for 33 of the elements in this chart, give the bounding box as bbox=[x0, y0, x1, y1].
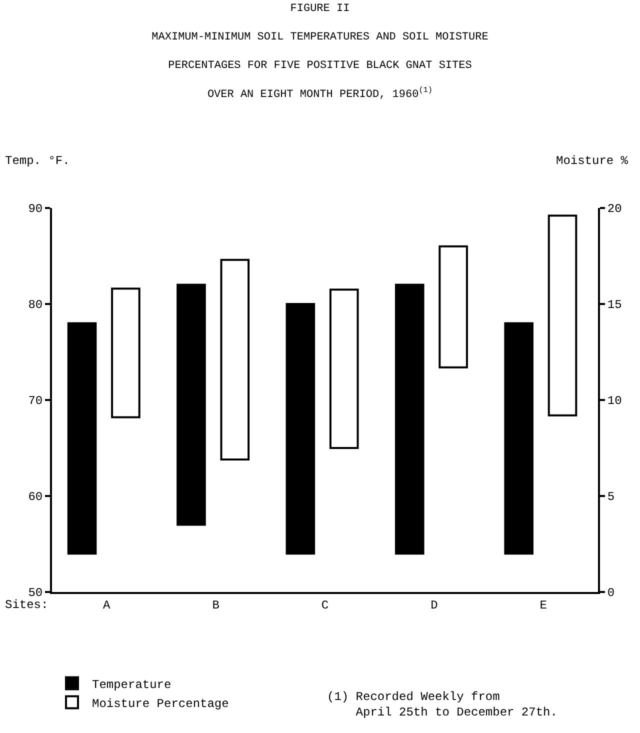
bar bbox=[548, 214, 578, 416]
y2-tick-label: 5 bbox=[607, 490, 615, 504]
legend-label: Temperature bbox=[92, 678, 172, 692]
legend-label: Moisture Percentage bbox=[92, 696, 229, 711]
bar bbox=[394, 284, 424, 555]
bar bbox=[504, 322, 534, 555]
y2-tick-label: 15 bbox=[607, 298, 622, 312]
x-tick-label: A bbox=[103, 598, 111, 612]
text: MAXIMUM-MINIMUM SOIL TEMPERATURES AND SOIL MOISTURE PERCENTAGES FOR FIVE POSITIVE BLACK GNAT SITES OVER AN EIGHT MONTH PERIOD, 1960$^{(1)}$ bbox=[152, 32, 488, 101]
bar bbox=[438, 245, 468, 368]
y-tick-label: 60 bbox=[28, 490, 43, 504]
y2-tick-label: 0 bbox=[607, 586, 615, 600]
text: (1) Recorded Weekly from April 25th to December 27th. bbox=[327, 690, 558, 720]
y-axis-title: Temp. °F. bbox=[5, 154, 70, 168]
x-tick-label: B bbox=[212, 598, 220, 612]
chart-title: FIGURE II bbox=[290, 2, 350, 15]
bar bbox=[111, 288, 140, 418]
y-tick-label: 50 bbox=[28, 586, 43, 600]
bar bbox=[286, 303, 316, 555]
x-axis-title: Sites: bbox=[5, 598, 48, 612]
bar bbox=[220, 258, 250, 461]
x-tick-label: C bbox=[321, 598, 329, 612]
bar bbox=[329, 288, 359, 449]
y2-tick-label: 20 bbox=[607, 202, 622, 216]
y-tick-label: 80 bbox=[28, 298, 43, 312]
bar bbox=[176, 284, 206, 526]
y-tick-label: 90 bbox=[28, 202, 43, 216]
y-tick-label: 70 bbox=[28, 394, 43, 408]
bar bbox=[67, 322, 97, 555]
x-tick-label: D bbox=[430, 598, 438, 612]
x-tick-label: E bbox=[540, 598, 547, 612]
y2-tick-label: 10 bbox=[607, 394, 622, 408]
y2-axis-title: Moisture % bbox=[556, 154, 629, 168]
